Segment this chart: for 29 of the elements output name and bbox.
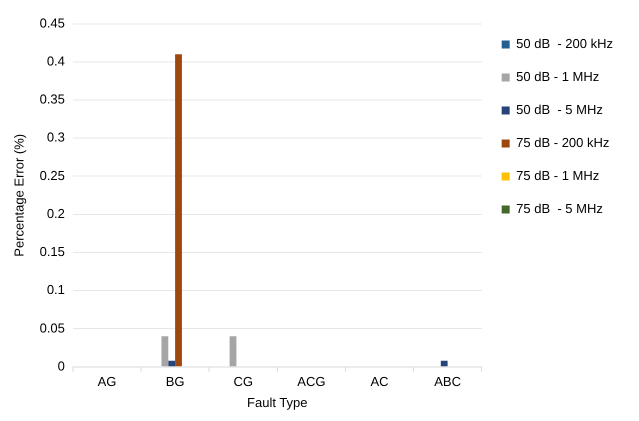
y-axis-title: Percentage Error (%) bbox=[11, 134, 26, 257]
y-tick-label: 0.3 bbox=[46, 130, 65, 145]
x-tick-label: AG bbox=[98, 374, 116, 390]
x-tick-label: ABC bbox=[434, 374, 461, 390]
y-tick-label: 0.25 bbox=[40, 168, 65, 183]
legend-label: 75 dB - 200 kHz bbox=[516, 135, 610, 150]
y-tick-label: 0.2 bbox=[46, 206, 65, 221]
legend-label: 50 dB - 200 kHz bbox=[516, 36, 613, 52]
legend-label: 75 dB - 1 MHz bbox=[516, 168, 600, 184]
x-tick-label: CG bbox=[233, 374, 253, 390]
legend-label: 50 dB - 5 MHz bbox=[516, 102, 603, 118]
legend-label: 75 dB - 5 MHz bbox=[516, 201, 603, 216]
y-tick-label: 0.4 bbox=[46, 53, 65, 68]
x-axis-title: Fault Type bbox=[247, 394, 308, 410]
bar bbox=[440, 360, 448, 366]
y-tick-label: 0 bbox=[58, 358, 65, 374]
y-tick-label: 0.15 bbox=[40, 244, 65, 260]
bar bbox=[168, 360, 176, 366]
bar bbox=[175, 54, 182, 366]
x-tick-label: AC bbox=[370, 374, 389, 390]
legend-label: 50 dB - 1 MHz bbox=[516, 69, 600, 84]
bar bbox=[161, 336, 168, 366]
y-tick-label: 0.1 bbox=[46, 282, 65, 298]
y-tick-label: 0.35 bbox=[40, 92, 65, 107]
y-tick-label: 0.05 bbox=[40, 320, 65, 336]
x-tick-label: ACG bbox=[297, 374, 326, 390]
x-tick-label: BG bbox=[166, 374, 184, 390]
bar bbox=[230, 336, 236, 366]
y-tick-label: 0.45 bbox=[40, 15, 65, 30]
